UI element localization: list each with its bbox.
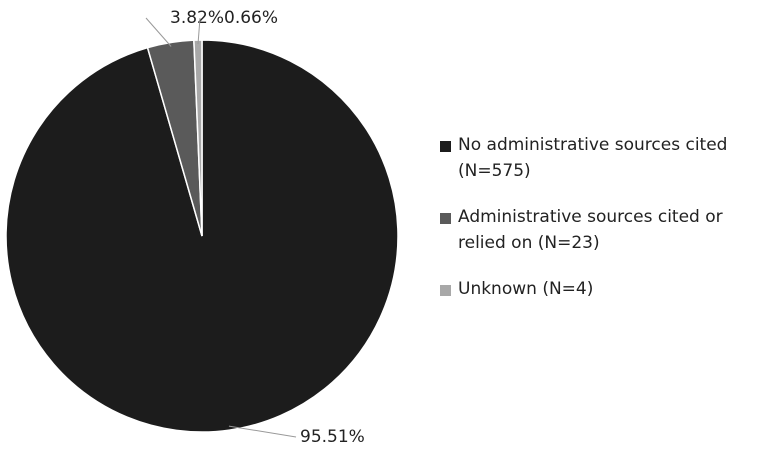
legend-swatch [440,285,451,296]
pie-area: 95.51% 3.82% 0.66% [5,8,399,447]
leader-line [228,425,297,438]
legend-label: Unknown (N=4) [458,279,594,299]
legend-label: No administrative sources cited (N=575) [458,135,728,181]
legend-label: Administrative sources cited or relied o… [458,207,723,253]
legend-item: Unknown (N=4) [440,276,760,302]
legend-swatch [440,213,451,224]
legend-item: No administrative sources cited (N=575) [440,132,760,184]
legend: No administrative sources cited (N=575) A… [440,132,760,322]
leader-line [197,17,201,45]
data-label: 3.82% [170,8,224,28]
data-label: 95.51% [300,427,365,447]
data-label: 0.66% [224,8,278,28]
legend-swatch [440,141,451,152]
leader-line [145,17,172,47]
legend-item: Administrative sources cited or relied o… [440,204,760,256]
